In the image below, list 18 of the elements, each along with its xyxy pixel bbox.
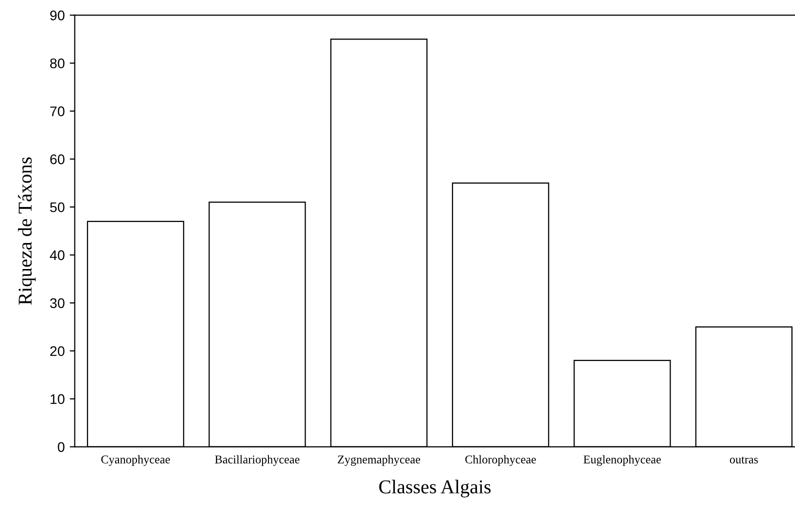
y-tick-label: 10 [50,394,64,404]
y-tick-label: 50 [50,202,64,212]
y-tick-label: 30 [50,298,64,308]
y-tick-label: 70 [50,106,64,116]
y-tick-label: 20 [50,346,64,356]
y-axis-title: Riqueza de Táxons [18,157,36,305]
y-tick-label: 90 [50,10,64,20]
x-tick-label: Euglenophyceae [584,455,661,466]
x-tick-label: outras [730,456,758,464]
x-axis-title: Classes Algais [379,480,491,498]
x-tick-label: Chlorophyceae [465,455,536,466]
x-tick-label: Zygnemaphyceae [338,455,420,466]
x-tick-label: Bacillariophyceae [214,455,300,466]
y-tick-label: 80 [50,58,64,68]
y-tick-label: 0 [58,442,64,452]
y-tick-label: 60 [50,154,64,164]
x-tick-label: Cyanophyceae [101,455,170,466]
y-tick-label: 40 [50,250,64,260]
